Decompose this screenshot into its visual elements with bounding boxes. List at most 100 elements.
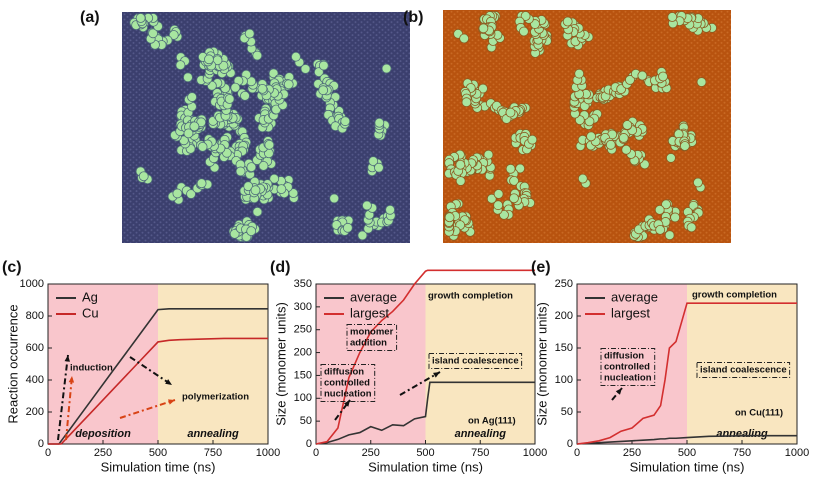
molecule — [268, 68, 279, 79]
molecule — [374, 162, 384, 173]
molecule — [679, 141, 690, 151]
molecule — [618, 133, 629, 143]
y-tick-label: 100 — [555, 374, 573, 386]
molecule — [342, 222, 353, 233]
molecule — [264, 139, 275, 150]
molecule — [313, 67, 324, 78]
molecule — [381, 63, 392, 74]
x-tick-label: 750 — [733, 447, 751, 459]
y-tick-label: 150 — [555, 342, 573, 354]
molecule — [230, 82, 241, 93]
phase-label: annealing — [455, 428, 507, 440]
series-line — [315, 269, 535, 445]
molecule — [483, 149, 494, 160]
molecule — [250, 185, 261, 196]
phase-band — [425, 284, 535, 444]
molecule — [455, 176, 466, 186]
molecule — [455, 159, 466, 170]
annotation-box — [346, 324, 398, 352]
molecule — [357, 230, 368, 241]
legend-label: Cu — [82, 305, 99, 320]
arrow — [611, 387, 623, 401]
molecule — [172, 188, 183, 199]
molecule — [574, 115, 585, 126]
molecule — [667, 12, 678, 22]
molecule — [444, 212, 455, 223]
x-tick-label: 500 — [416, 447, 434, 459]
molecule — [520, 11, 531, 21]
molecule — [505, 107, 516, 118]
phase-band — [48, 284, 158, 444]
y-tick-label: 50 — [561, 406, 573, 418]
molecule — [257, 83, 268, 94]
y-tick-label: 800 — [26, 310, 44, 322]
molecule — [459, 33, 470, 44]
annotation-text: addition — [350, 338, 387, 349]
x-tick-label: 250 — [362, 447, 380, 459]
molecule — [197, 141, 208, 152]
molecule — [385, 204, 395, 215]
annotation: on Ag(111) — [468, 416, 516, 427]
molecule — [362, 200, 372, 211]
x-tick-label: 1000 — [785, 447, 809, 459]
x-axis-title: Simulation time (ns) — [101, 459, 216, 474]
x-axis-title: Simulation time (ns) — [630, 459, 745, 474]
phase-label: annealing — [716, 428, 768, 440]
series-line — [315, 381, 535, 445]
molecule — [329, 193, 340, 204]
molecule — [235, 166, 246, 177]
y-tick-label: 200 — [555, 310, 573, 322]
annotation-text: on Ag(111) — [468, 416, 516, 427]
molecule — [283, 79, 294, 90]
phase-band — [577, 284, 687, 444]
annotation-box — [600, 348, 656, 387]
annotation-text: growth completion — [428, 291, 513, 302]
molecule — [562, 16, 573, 27]
legend-label: largest — [350, 305, 389, 320]
arrow-head — [165, 379, 172, 385]
molecule — [499, 209, 509, 220]
molecule — [621, 144, 632, 155]
molecule — [622, 120, 633, 130]
x-tick-label: 1000 — [256, 447, 280, 459]
molecule — [374, 117, 385, 128]
molecule — [625, 75, 635, 85]
molecule — [252, 206, 263, 217]
annotation-text: induction — [70, 363, 113, 374]
y-tick-label: 0 — [306, 438, 312, 450]
annotation-text: nucleation — [324, 389, 372, 400]
annotation: growth completion — [692, 290, 777, 301]
molecule — [175, 60, 186, 71]
molecule — [168, 30, 179, 40]
series-line — [576, 302, 797, 445]
y-tick-label: 200 — [294, 346, 312, 358]
molecule — [493, 200, 504, 211]
panel-label: (a) — [80, 9, 100, 26]
annotation-text: controlled — [324, 378, 370, 389]
x-tick-label: 750 — [204, 447, 222, 459]
y-axis-title: Size (monomer units) — [273, 302, 288, 426]
molecule — [183, 128, 194, 139]
annotation: growth completion — [428, 291, 513, 302]
molecule — [664, 230, 675, 241]
arrow — [57, 354, 69, 441]
molecule — [224, 94, 235, 104]
y-tick-label: 0 — [567, 438, 573, 450]
annotation: island coalescence — [428, 353, 523, 370]
x-axis-title: Simulation time (ns) — [368, 459, 483, 474]
phase-band — [687, 284, 797, 444]
annotation-text: diffusion — [604, 351, 644, 362]
molecule — [527, 134, 538, 145]
molecule — [486, 193, 497, 204]
annotation: on Cu(111) — [735, 408, 783, 419]
y-tick-label: 300 — [294, 301, 312, 313]
annotation-text: controlled — [604, 362, 650, 373]
molecule — [655, 224, 666, 235]
y-tick-label: 400 — [26, 374, 44, 386]
molecule — [509, 193, 519, 204]
annotation-text: polymerization — [182, 392, 249, 403]
molecule — [138, 171, 149, 182]
molecule — [686, 222, 697, 233]
